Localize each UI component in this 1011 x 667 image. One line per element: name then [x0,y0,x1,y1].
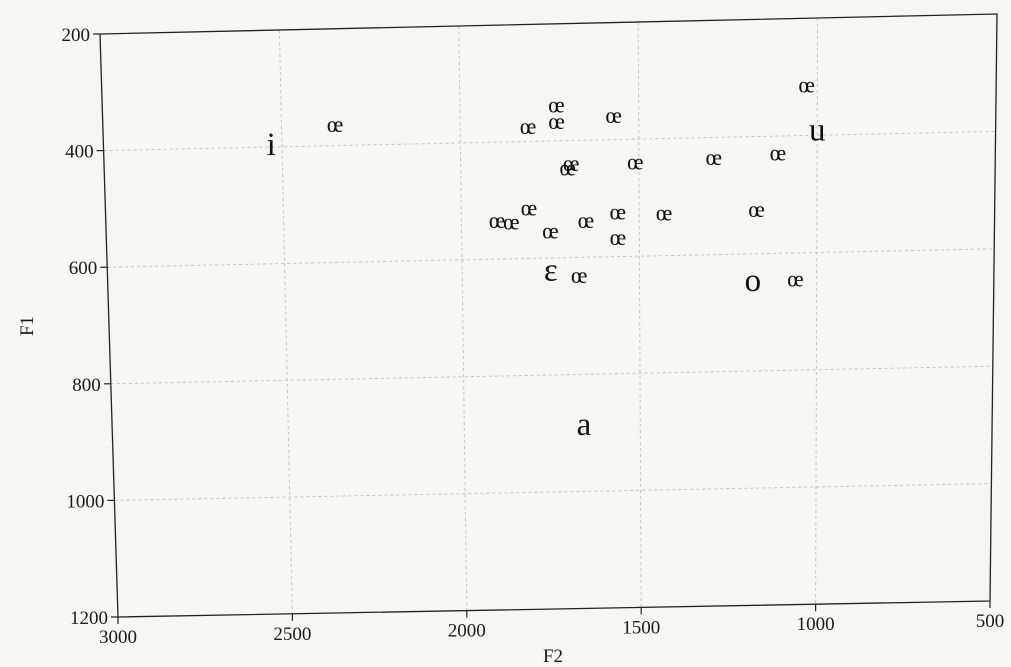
token-point: œ [578,208,595,233]
y-tick-label: 600 [69,258,98,279]
token-point: œ [520,114,537,139]
y-tick-label: 1200 [70,608,108,629]
token-point: œ [542,219,559,244]
token-point: œ [548,109,565,134]
vowel-point: a [577,407,592,443]
y-tick-label: 1000 [66,491,104,512]
y-gridline [107,248,995,268]
axis-ticks: 3000 2500 2000 1500 1000 500 200 400 600 800 1000 1… [62,25,1005,648]
x-gridline [458,25,468,611]
x-gridline [278,29,293,614]
x-tick-label: 3000 [99,627,137,648]
token-point: œ [627,150,644,175]
vowel-point: o [745,263,762,299]
x-gridline [637,21,642,608]
token-point: œ [705,145,722,170]
y-tick-label: 400 [65,142,94,163]
y-axis-title: F1 [17,316,38,336]
token-point: œ [503,210,520,235]
x-axis-title: F2 [543,646,563,667]
token-point: œ [571,263,588,288]
x-tick-label: 2500 [273,624,311,645]
vowel-point: ε [544,253,558,289]
token-point: œ [559,156,576,181]
token-point: œ [563,151,580,176]
y-tick-label: 200 [62,25,91,46]
token-point: œ [748,197,765,222]
y-tick-label: 800 [72,375,101,396]
token-point: œ [610,200,627,225]
token-point: œ [327,112,344,137]
plot-frame [99,13,998,618]
y-gridline [114,483,992,501]
token-point: œ [787,266,804,291]
vowel-point: i [267,127,276,163]
y-gridline [103,130,996,152]
x-gridline [815,17,819,605]
x-tick-label: 2000 [448,621,486,642]
x-tick-label: 1500 [622,617,660,638]
grid [103,17,996,614]
token-point: œ [770,141,787,166]
x-tick-label: 1000 [797,614,835,635]
x-tick-label: 500 [976,611,1005,632]
token-point: œ [610,225,627,250]
vowel-point: u [809,112,826,148]
token-point: œ [656,200,673,225]
token-point: œ [489,208,506,233]
y-gridline [110,365,993,385]
token-point: œ [548,93,565,118]
token-point: œ [798,73,815,98]
token-point: œ [521,196,538,221]
token-point: œ [605,103,622,128]
